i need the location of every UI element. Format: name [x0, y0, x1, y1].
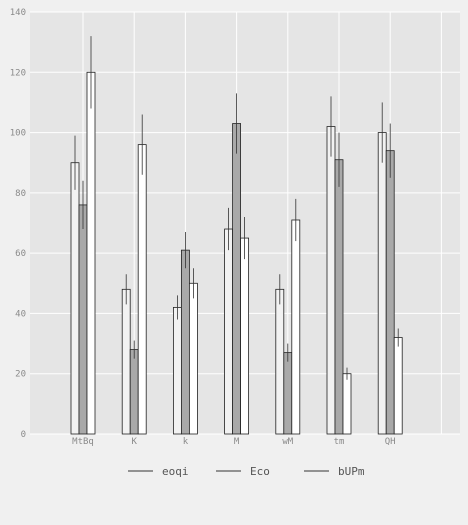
- x-tick-label: M: [234, 437, 240, 447]
- bar-eoqi-wM: [275, 288, 285, 435]
- bar-bUPm-wM: [291, 219, 301, 435]
- x-tick-label: k: [183, 437, 189, 447]
- bars: [70, 71, 403, 435]
- bar-Eco-M: [232, 123, 242, 435]
- bar-bUPm-QH: [393, 337, 403, 435]
- bar-bUPm-tm: [342, 373, 352, 435]
- bar-eoqi-k: [172, 306, 182, 435]
- legend-label: Eco: [250, 465, 270, 478]
- bar-Eco-tm: [334, 159, 344, 435]
- bar-Eco-K: [129, 349, 139, 435]
- error-bars: [74, 36, 399, 380]
- bar-Eco-QH: [385, 150, 395, 435]
- bar-Eco-k: [180, 249, 190, 435]
- x-tick-label: MtBq: [72, 437, 94, 447]
- y-tick-label: 60: [15, 249, 26, 259]
- y-tick-label: 120: [10, 68, 26, 78]
- bar-eoqi-QH: [377, 132, 387, 435]
- x-tick-label: wM: [282, 437, 293, 447]
- legend-label: eoqi: [162, 465, 189, 478]
- bar-bUPm-MtBq: [86, 71, 96, 435]
- y-tick-label: 0: [21, 430, 26, 440]
- legend-label: bUPm: [338, 465, 365, 478]
- bar-eoqi-tm: [326, 126, 336, 435]
- bar-bUPm-M: [240, 237, 250, 435]
- x-tick-label: QH: [385, 437, 396, 447]
- y-tick-label: 40: [15, 309, 26, 319]
- legend: eoqi Eco bUPm: [128, 465, 365, 478]
- bar-bUPm-K: [137, 144, 147, 435]
- bar-bUPm-k: [188, 282, 198, 435]
- x-tick-label: K: [131, 437, 137, 447]
- bar-Eco-wM: [283, 352, 293, 435]
- y-tick-label: 80: [15, 189, 26, 199]
- bar-Eco-MtBq: [78, 204, 88, 435]
- x-tick-label: tm: [334, 437, 345, 447]
- y-axis-ticks: 0 20 40 60 80 100 120 140: [10, 8, 26, 440]
- y-tick-label: 20: [15, 370, 26, 380]
- y-tick-label: 140: [10, 8, 26, 18]
- bar-eoqi-MtBq: [70, 162, 80, 435]
- bar-eoqi-K: [121, 288, 131, 435]
- bar-eoqi-M: [224, 228, 234, 435]
- y-tick-label: 100: [10, 129, 26, 139]
